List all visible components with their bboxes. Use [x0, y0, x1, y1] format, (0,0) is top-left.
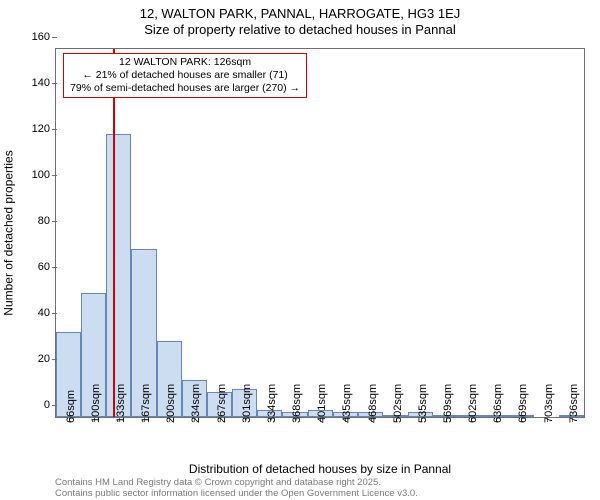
x-tick-label: 100sqm	[90, 384, 102, 423]
x-tick-label: 200sqm	[165, 384, 177, 423]
x-tick-label: 334sqm	[266, 384, 278, 423]
y-tick: 0	[44, 399, 56, 411]
x-tick-label: 66sqm	[65, 390, 77, 423]
annotation-line1: 12 WALTON PARK: 126sqm	[70, 56, 300, 69]
annotation-line3: 79% of semi-detached houses are larger (…	[70, 82, 300, 95]
plot-area: 12 WALTON PARK: 126sqm ← 21% of detached…	[55, 48, 585, 418]
x-tick-label: 267sqm	[216, 384, 228, 423]
histogram-bar	[106, 134, 131, 417]
reference-annotation: 12 WALTON PARK: 126sqm ← 21% of detached…	[63, 53, 307, 98]
x-tick-label: 569sqm	[442, 384, 454, 423]
x-tick-label: 636sqm	[492, 384, 504, 423]
x-tick-label: 502sqm	[392, 384, 404, 423]
x-tick-label: 234sqm	[190, 384, 202, 423]
bars-layer	[56, 49, 584, 417]
x-tick-label: 133sqm	[115, 384, 127, 423]
x-tick-label: 468sqm	[367, 384, 379, 423]
y-axis-label: Number of detached properties	[2, 150, 16, 315]
y-axis-label-container: Number of detached properties	[2, 48, 16, 418]
x-tick-label: 368sqm	[291, 384, 303, 423]
y-tick: 120	[32, 123, 56, 135]
x-tick-label: 669sqm	[517, 384, 529, 423]
x-tick-label: 167sqm	[140, 384, 152, 423]
x-tick-label: 602sqm	[467, 384, 479, 423]
footer-line2: Contains public sector information licen…	[55, 489, 418, 500]
footer-text: Contains HM Land Registry data © Crown c…	[55, 478, 418, 500]
y-tick: 160	[32, 31, 56, 43]
y-tick: 100	[32, 169, 56, 181]
x-tick-label: 435sqm	[341, 384, 353, 423]
y-tick: 60	[38, 261, 56, 273]
y-tick: 20	[38, 353, 56, 365]
chart-title: 12, WALTON PARK, PANNAL, HARROGATE, HG3 …	[0, 6, 600, 39]
title-line2: Size of property relative to detached ho…	[0, 22, 600, 38]
reference-line	[113, 49, 115, 417]
x-tick-label: 736sqm	[568, 384, 580, 423]
x-axis-label: Distribution of detached houses by size …	[55, 462, 585, 476]
x-tick-label: 703sqm	[543, 384, 555, 423]
x-tick-label: 301sqm	[241, 384, 253, 423]
y-tick: 140	[32, 77, 56, 89]
x-tick-label: 401sqm	[316, 384, 328, 423]
title-line1: 12, WALTON PARK, PANNAL, HARROGATE, HG3 …	[0, 6, 600, 22]
y-tick: 40	[38, 307, 56, 319]
annotation-line2: ← 21% of detached houses are smaller (71…	[70, 69, 300, 82]
x-tick-label: 535sqm	[417, 384, 429, 423]
y-tick: 80	[38, 215, 56, 227]
